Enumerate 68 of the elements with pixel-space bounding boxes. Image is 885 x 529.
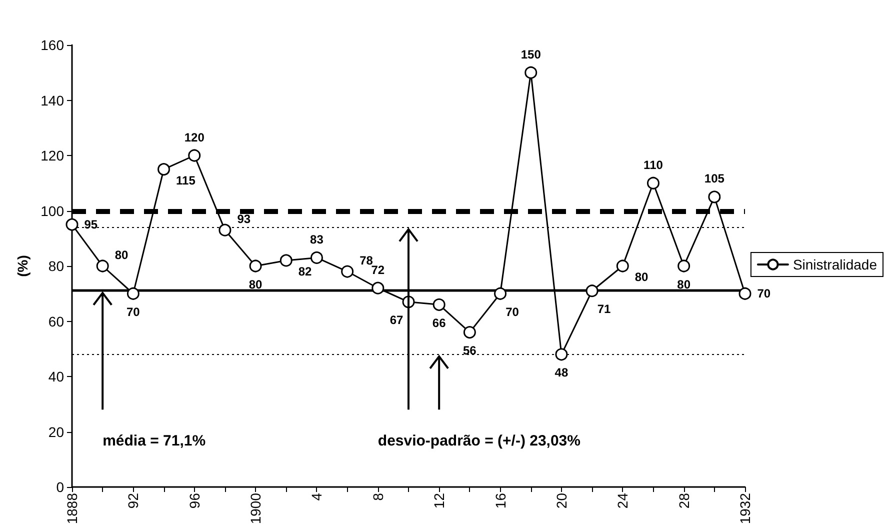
x-tick-label: 12 xyxy=(431,492,448,509)
point xyxy=(188,149,201,162)
data-label: 83 xyxy=(310,232,324,246)
point xyxy=(249,260,262,272)
point xyxy=(616,260,629,272)
data-label: 70 xyxy=(126,304,140,319)
point xyxy=(66,218,78,231)
y-tick-label: 60 xyxy=(48,313,64,330)
data-label: 56 xyxy=(463,344,477,358)
annotation: média = 71,1% xyxy=(102,432,206,450)
point xyxy=(463,326,476,339)
point xyxy=(372,282,384,294)
x-tick-label: 20 xyxy=(553,492,570,509)
data-label: 70 xyxy=(757,286,771,301)
x-tick-label: 1888 xyxy=(64,492,80,524)
point xyxy=(158,163,170,176)
x-tick-label: 1900 xyxy=(248,492,264,524)
data-label: 120 xyxy=(184,130,205,144)
y-tick-label: 40 xyxy=(48,368,64,384)
x-tick-label: 8 xyxy=(370,492,386,501)
point xyxy=(310,251,323,264)
y-axis-title: (%) xyxy=(14,255,31,277)
point xyxy=(555,348,568,361)
point xyxy=(646,176,660,190)
x-tick-label: 24 xyxy=(614,492,631,509)
data-label: 150 xyxy=(520,47,542,62)
legend-label: Sinistralidade xyxy=(792,256,878,272)
x-tick-label: 1932 xyxy=(737,492,753,524)
point xyxy=(678,260,690,272)
x-tick-label: 28 xyxy=(676,492,692,509)
data-label: 48 xyxy=(554,366,568,380)
point xyxy=(96,260,109,272)
y-tick-label: 80 xyxy=(48,258,64,274)
point xyxy=(738,287,752,300)
y-tick-label: 100 xyxy=(40,202,64,219)
data-label: 82 xyxy=(298,264,312,278)
data-label: 115 xyxy=(176,173,196,188)
point xyxy=(280,254,292,267)
point xyxy=(524,66,538,79)
data-label: 93 xyxy=(237,212,251,226)
y-tick-label: 20 xyxy=(48,424,64,440)
x-tick-label: 16 xyxy=(492,492,508,509)
y-tick-label: 120 xyxy=(40,148,64,164)
y-tick-label: 160 xyxy=(40,37,64,53)
point xyxy=(586,284,598,298)
data-label: 80 xyxy=(248,277,263,292)
data-label: 105 xyxy=(704,172,725,186)
data-label: 80 xyxy=(677,277,691,292)
x-tick-label: 96 xyxy=(186,492,202,509)
data-label: 66 xyxy=(432,316,446,330)
point xyxy=(708,190,721,204)
data-label: 110 xyxy=(644,158,664,172)
data-label: 67 xyxy=(390,313,404,328)
x-tick-label: 92 xyxy=(125,492,142,509)
annotation: desvio-padrão = (+/-) 23,03% xyxy=(378,432,580,450)
point xyxy=(218,224,232,236)
y-tick-label: 140 xyxy=(40,92,64,108)
point xyxy=(341,265,354,278)
data-label: 80 xyxy=(114,248,129,262)
data-label: 80 xyxy=(634,270,649,284)
x-tick-label: 4 xyxy=(308,492,325,501)
point xyxy=(494,287,507,300)
data-label: 72 xyxy=(371,262,385,277)
data-label: 70 xyxy=(506,304,520,319)
data-label: 71 xyxy=(597,302,612,316)
y-tick-label: 0 xyxy=(56,479,64,495)
point xyxy=(126,287,140,300)
point xyxy=(432,298,446,311)
